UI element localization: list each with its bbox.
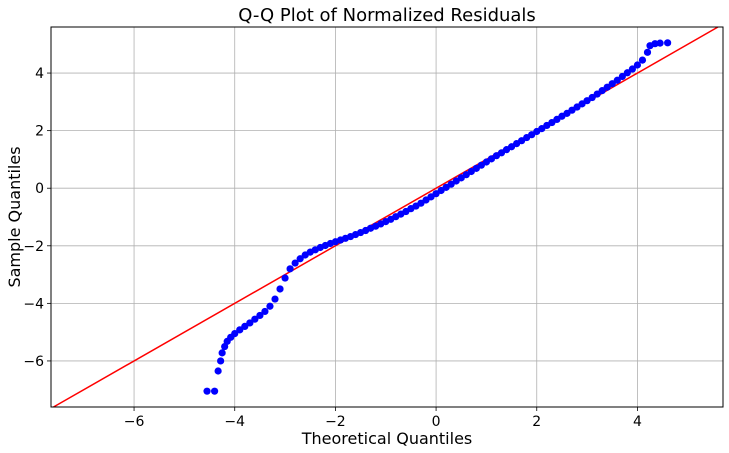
- data-point: [236, 326, 244, 334]
- data-point: [638, 56, 647, 64]
- data-point: [664, 39, 672, 47]
- data-point: [214, 367, 222, 375]
- data-point: [628, 65, 636, 73]
- y-axis-ticks: −6 −4 −2 0 2 4: [23, 66, 51, 370]
- data-point: [613, 76, 621, 84]
- data-point: [603, 83, 611, 91]
- data-point: [210, 387, 219, 395]
- data-point: [656, 39, 664, 47]
- data-point: [618, 72, 626, 81]
- y-tick-label: −4: [23, 296, 44, 312]
- y-axis-label: Sample Quantiles: [5, 146, 24, 287]
- data-point: [291, 259, 299, 267]
- x-tick-label: −4: [224, 414, 245, 430]
- data-point: [251, 315, 259, 323]
- y-tick-label: 0: [35, 181, 44, 197]
- data-point: [217, 357, 225, 365]
- x-tick-label: −6: [124, 414, 145, 430]
- data-point: [218, 349, 226, 357]
- points-series: [203, 39, 672, 395]
- reference-line: [53, 26, 719, 408]
- data-point: [643, 48, 652, 56]
- y-tick-label: −6: [23, 354, 44, 370]
- y-tick-label: −2: [23, 239, 44, 255]
- data-point: [286, 265, 294, 273]
- data-point: [588, 93, 596, 102]
- data-point: [633, 61, 642, 69]
- x-tick-label: 2: [532, 414, 541, 430]
- data-point: [241, 322, 249, 330]
- data-point: [271, 295, 279, 303]
- data-point: [593, 90, 601, 98]
- data-point: [598, 87, 606, 95]
- plot-frame: [50, 26, 724, 408]
- data-point: [246, 319, 254, 327]
- data-point: [203, 387, 211, 395]
- chart-title: Q-Q Plot of Normalized Residuals: [238, 5, 536, 26]
- data-point: [296, 255, 304, 263]
- x-tick-label: 0: [432, 414, 441, 430]
- y-tick-label: 4: [35, 66, 44, 82]
- data-point: [276, 285, 284, 293]
- data-point: [231, 329, 239, 338]
- data-point: [608, 80, 616, 88]
- data-point: [266, 302, 274, 310]
- x-tick-label: −2: [325, 414, 346, 430]
- y-tick-label: 2: [35, 124, 44, 140]
- data-point: [623, 69, 631, 77]
- x-tick-label: 4: [633, 414, 642, 430]
- x-axis-label: Theoretical Quantiles: [301, 429, 473, 448]
- x-axis-ticks: −6 −4 −2 0 2 4: [124, 407, 642, 430]
- data-point: [256, 311, 264, 320]
- data-point: [281, 274, 289, 282]
- data-point: [261, 307, 269, 316]
- grid: [51, 27, 723, 407]
- reference-line-group: [53, 26, 719, 408]
